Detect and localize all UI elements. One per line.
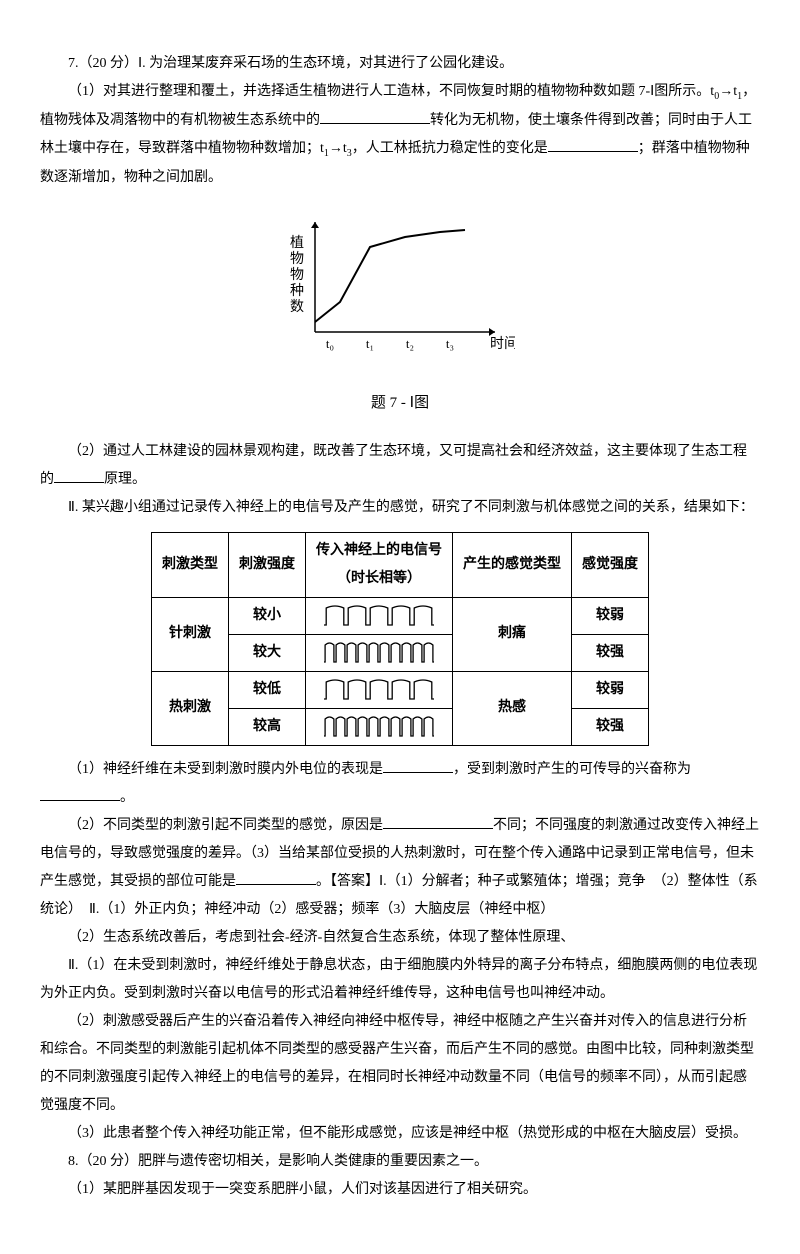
q2-2: （2）不同类型的刺激引起不同类型的感觉，原因是不同；不同强度的刺激通过改变传入神… bbox=[40, 812, 760, 924]
cell-degree: 较强 bbox=[572, 708, 649, 745]
explain-1: （2）生态系统改善后，考虑到社会-经济-自然复合生态系统，体现了整体性原理、 bbox=[40, 924, 760, 952]
cell-type: 热刺激 bbox=[152, 671, 229, 745]
cell-signal bbox=[306, 671, 453, 708]
q7-p1: （1）对其进行整理和覆土，并选择适生植物进行人工造林，不同恢复时期的植物物种数如… bbox=[40, 78, 760, 192]
q2-1a: （1）神经纤维在未受到刺激时膜内外电位的表现是 bbox=[68, 762, 383, 777]
stimulus-table: 刺激类型刺激强度传入神经上的电信号（时长相等）产生的感觉类型感觉强度 针刺激较小… bbox=[151, 532, 649, 746]
explain-3: （2）刺激感受器后产生的兴奋沿着传入神经向神经中枢传导，神经中枢随之产生兴奋并对… bbox=[40, 1008, 760, 1120]
part2-intro: Ⅱ. 某兴趣小组通过记录传入神经上的电信号及产生的感觉，研究了不同刺激与机体感觉… bbox=[40, 494, 760, 522]
cell-intensity: 较高 bbox=[229, 708, 306, 745]
q7-2-text: （2）通过人工林建设的园林景观构建，既改善了生态环境，又可提高社会和经济效益，这… bbox=[40, 444, 747, 487]
chart-7-1: 植物物种数 t₀ t₁ t₂ t₃ 时间 题 7 - Ⅰ图 bbox=[40, 212, 760, 418]
q2-1b: ，受到刺激时产生的可传导的兴奋称为 bbox=[453, 762, 691, 777]
explain-4: （3）此患者整个传入神经功能正常，但不能形成感觉，应该是神经中枢（热觉形成的中枢… bbox=[40, 1120, 760, 1148]
svg-text:种: 种 bbox=[290, 283, 304, 299]
q7-p1b: →t bbox=[719, 84, 737, 99]
cell-degree: 较弱 bbox=[572, 671, 649, 708]
blank-2 bbox=[548, 137, 638, 152]
svg-text:t₁: t₁ bbox=[366, 336, 374, 351]
q8-header: 8.（20 分）肥胖与遗传密切相关，是影响人类健康的重要因素之一。 bbox=[40, 1148, 760, 1176]
q7-p1f: ，人工林抵抗力稳定性的变化是 bbox=[352, 141, 548, 156]
blank-3 bbox=[54, 468, 104, 483]
blank-6 bbox=[383, 814, 493, 829]
svg-text:物: 物 bbox=[290, 267, 304, 283]
cell-intensity: 较大 bbox=[229, 634, 306, 671]
table-header: 产生的感觉类型 bbox=[453, 532, 572, 597]
blank-7 bbox=[236, 870, 316, 885]
cell-intensity: 较小 bbox=[229, 597, 306, 634]
q7-p1a: （1）对其进行整理和覆土，并选择适生植物进行人工造林，不同恢复时期的植物物种数如… bbox=[68, 84, 714, 99]
blank-1 bbox=[320, 109, 430, 124]
table-header: 刺激强度 bbox=[229, 532, 306, 597]
cell-intensity: 较低 bbox=[229, 671, 306, 708]
cell-signal bbox=[306, 708, 453, 745]
svg-text:t₀: t₀ bbox=[326, 336, 334, 351]
q7-p1e: →t bbox=[329, 141, 347, 156]
cell-type: 针刺激 bbox=[152, 597, 229, 671]
table-header: 传入神经上的电信号（时长相等） bbox=[306, 532, 453, 597]
chart-caption: 题 7 - Ⅰ图 bbox=[40, 388, 760, 418]
cell-degree: 较强 bbox=[572, 634, 649, 671]
svg-text:t₂: t₂ bbox=[406, 336, 414, 351]
svg-text:时间: 时间 bbox=[490, 336, 515, 352]
table-row: 热刺激较低热感较弱 bbox=[152, 671, 649, 708]
cell-degree: 较弱 bbox=[572, 597, 649, 634]
explain-2: Ⅱ.（1）在未受到刺激时，神经纤维处于静息状态，由于细胞膜内外特异的离子分布特点… bbox=[40, 952, 760, 1008]
table-header: 刺激类型 bbox=[152, 532, 229, 597]
svg-text:物: 物 bbox=[290, 251, 304, 267]
q8-p1: （1）某肥胖基因发现于一突变系肥胖小鼠，人们对该基因进行了相关研究。 bbox=[40, 1176, 760, 1204]
cell-sense: 热感 bbox=[453, 671, 572, 745]
cell-signal bbox=[306, 634, 453, 671]
q2-1: （1）神经纤维在未受到刺激时膜内外电位的表现是 ，受到刺激时产生的可传导的兴奋称为… bbox=[40, 756, 760, 812]
q7-2-tail: 原理。 bbox=[104, 472, 146, 487]
blank-5 bbox=[40, 786, 120, 801]
table-row: 针刺激较小刺痛较弱 bbox=[152, 597, 649, 634]
cell-sense: 刺痛 bbox=[453, 597, 572, 671]
svg-text:植: 植 bbox=[290, 235, 304, 251]
q7-header: 7.（20 分）Ⅰ. 为治理某废弃采石场的生态环境，对其进行了公园化建设。 bbox=[40, 50, 760, 78]
table-header: 感觉强度 bbox=[572, 532, 649, 597]
q2-1c: 。 bbox=[120, 790, 134, 805]
chart-svg: 植物物种数 t₀ t₁ t₂ t₃ 时间 bbox=[285, 212, 515, 372]
cell-signal bbox=[306, 597, 453, 634]
q2-2a: （2）不同类型的刺激引起不同类型的感觉，原因是 bbox=[68, 818, 383, 833]
svg-text:t₃: t₃ bbox=[446, 336, 454, 351]
q7-2: （2）通过人工林建设的园林景观构建，既改善了生态环境，又可提高社会和经济效益，这… bbox=[40, 438, 760, 494]
svg-text:数: 数 bbox=[290, 299, 304, 315]
blank-4 bbox=[383, 758, 453, 773]
